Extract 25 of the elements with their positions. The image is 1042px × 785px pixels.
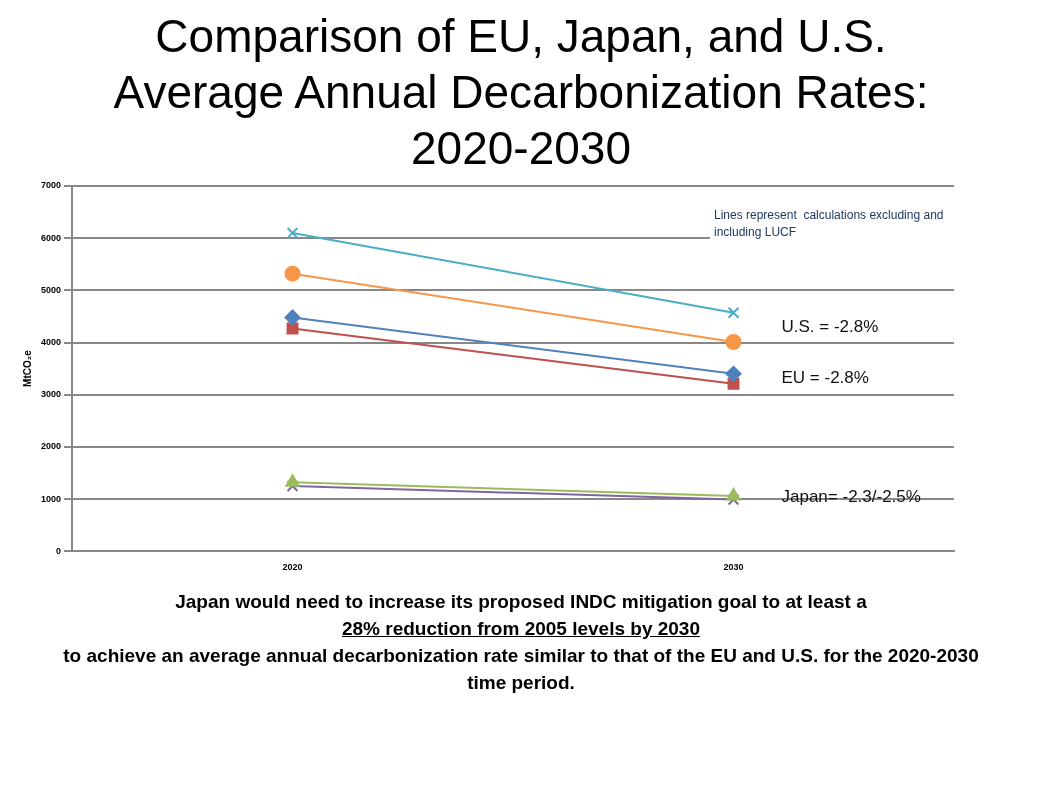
- y-tick-label: 5000: [40, 284, 62, 295]
- y-tick-label: 3000: [40, 389, 62, 400]
- annotation: EU = -2.8%: [781, 368, 869, 388]
- y-axis-title: MtCO₂e: [21, 349, 33, 387]
- y-tick-label: 0: [56, 545, 62, 556]
- point: [286, 227, 299, 239]
- x-tick-label: 2020: [282, 562, 303, 573]
- point: [725, 365, 742, 382]
- y-tick-label: 7000: [40, 180, 62, 191]
- annotation: Japan= -2.3/-2.5%: [781, 487, 921, 507]
- x-tick-label: 2030: [723, 562, 744, 573]
- annotation: U.S. = -2.8%: [781, 317, 879, 337]
- y-tick-label: 6000: [40, 232, 62, 243]
- y-tick-label: 1000: [40, 493, 62, 504]
- text: 28% reduction from 2005 levels by 2030: [341, 617, 701, 641]
- y-tick-label: 2000: [40, 441, 62, 452]
- y-tick-label: 4000: [40, 337, 62, 347]
- text: to achieve an average annual decarbonization rate similar to that of the EU and U.S. for the 2020-2030 time period.: [62, 644, 980, 695]
- point: [284, 265, 301, 282]
- chart-title: Comparison of EU, Japan, and U.S. Average Annual Decarbonization Rates: 2020-2030: [112, 9, 930, 176]
- point: [284, 309, 301, 326]
- text: Japan would need to increase its proposed INDC mitigation goal to at least a: [174, 590, 868, 614]
- point: [725, 333, 742, 350]
- point: [727, 306, 740, 319]
- annotation: Lines represent calculations excluding and including LUCF: [714, 208, 944, 240]
